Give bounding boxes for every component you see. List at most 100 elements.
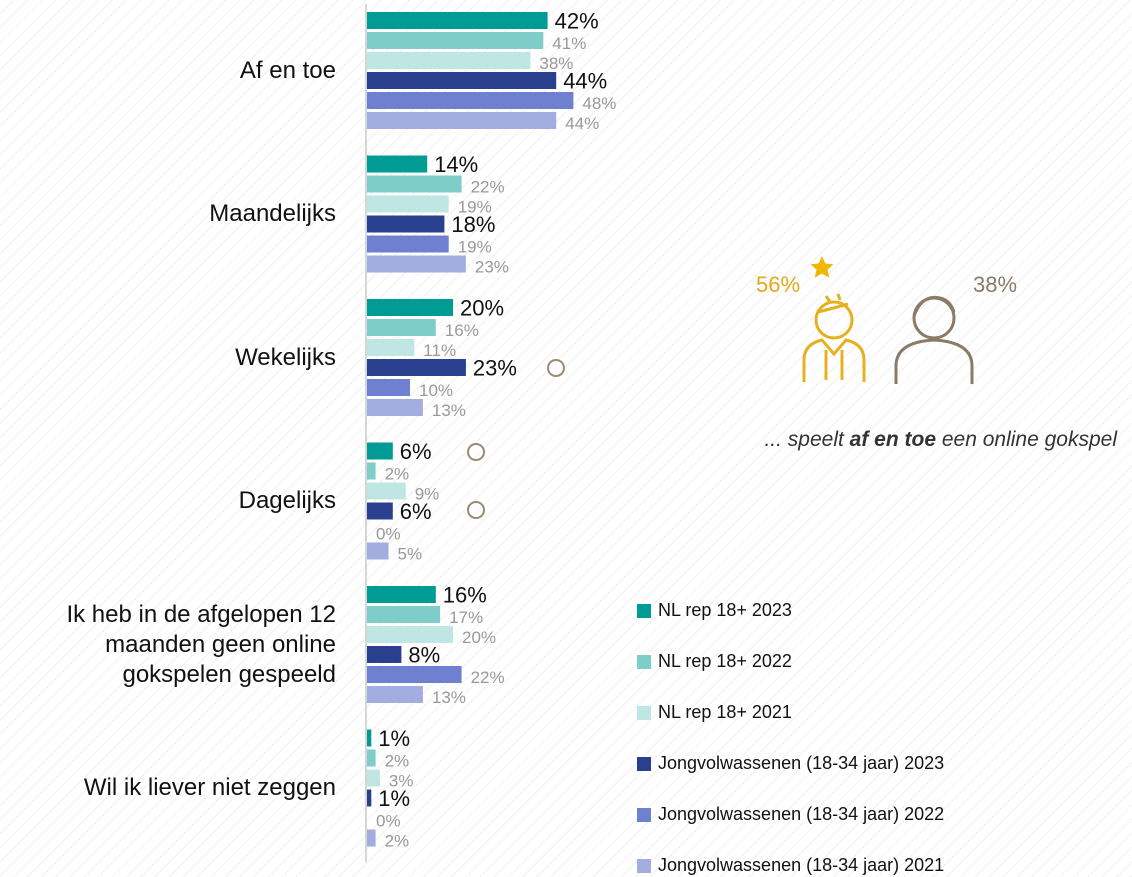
bar	[367, 729, 372, 747]
legend-label: Jongvolwassenen (18-34 jaar) 2023	[658, 753, 944, 773]
bar	[367, 686, 423, 703]
value-label: 2%	[385, 751, 410, 770]
star	[810, 256, 834, 278]
value-label: 0%	[376, 811, 401, 830]
male-icon	[894, 295, 974, 384]
category-label: Wil ik liever niet zeggen	[83, 774, 336, 801]
bar	[367, 32, 544, 49]
marker	[547, 359, 565, 377]
value-label: 20%	[462, 628, 496, 647]
value-label: 48%	[582, 94, 616, 113]
female-icon	[802, 293, 866, 382]
bar	[367, 542, 389, 560]
category-label: Af en toe	[239, 56, 336, 84]
value-label: 44%	[565, 114, 599, 133]
category-label: Wekelijks	[235, 343, 336, 371]
value-label: 20%	[460, 295, 504, 320]
value-label: 18%	[451, 212, 495, 237]
bar	[367, 235, 449, 253]
bar	[367, 319, 436, 336]
bar	[367, 72, 557, 89]
legend-label: Jongvolwassenen (18-34 jaar) 2022	[658, 804, 944, 824]
category-label: Maandelijks	[209, 200, 336, 227]
bar	[367, 255, 466, 273]
bar	[367, 379, 410, 396]
bar	[367, 789, 372, 807]
value-label: 22%	[471, 177, 505, 196]
marker	[467, 443, 485, 461]
value-label: 19%	[458, 237, 492, 256]
value-label: 17%	[449, 608, 483, 627]
legend-swatch	[637, 604, 651, 618]
legend-swatch	[637, 808, 651, 822]
value-label: 11%	[423, 341, 456, 360]
bar	[367, 666, 462, 683]
bar	[367, 586, 436, 603]
value-label: 16%	[445, 321, 479, 340]
bar	[367, 502, 393, 520]
value-label: 14%	[434, 152, 478, 177]
value-label: 6%	[400, 439, 432, 464]
bar	[367, 52, 531, 69]
value-label: 1%	[378, 726, 410, 751]
value-label: 10%	[419, 381, 453, 400]
bar	[367, 359, 466, 376]
bar	[367, 112, 557, 129]
bar	[367, 215, 445, 233]
caption: ... speelt af en toe een online gokspel	[764, 428, 1118, 451]
value-label: 38%	[539, 54, 573, 73]
value-label: 23%	[473, 355, 517, 380]
bar	[367, 12, 548, 29]
value-label: 1%	[378, 786, 410, 811]
bar	[367, 646, 402, 663]
legend-label: Jongvolwassenen (18-34 jaar) 2021	[658, 855, 944, 875]
value-label: 8%	[408, 642, 440, 667]
value-label: 16%	[443, 582, 487, 607]
marker	[467, 501, 485, 519]
value-label: 9%	[415, 484, 440, 503]
bar	[367, 769, 380, 787]
bar	[367, 92, 574, 109]
value-label: 5%	[398, 544, 423, 563]
value-label: 0%	[376, 524, 401, 543]
bar	[367, 299, 453, 316]
bar	[367, 606, 441, 623]
value-label: 6%	[400, 499, 432, 524]
female-label: 56%	[756, 272, 800, 297]
legend-swatch	[637, 859, 651, 873]
value-label: 42%	[555, 8, 599, 33]
caption-part: af en toe	[850, 428, 937, 451]
value-label: 2%	[385, 464, 410, 483]
legend-label: NL rep 18+ 2023	[658, 600, 792, 620]
bar	[367, 442, 393, 460]
legend-label: NL rep 18+ 2021	[658, 702, 792, 722]
bar	[367, 175, 462, 193]
bar	[367, 399, 423, 416]
legend-swatch	[637, 706, 651, 720]
male-label: 38%	[973, 272, 1017, 297]
category-label: Dagelijks	[238, 487, 336, 514]
bar	[367, 195, 449, 213]
bar	[367, 829, 376, 847]
value-label: 44%	[563, 68, 607, 93]
value-label: 3%	[389, 771, 414, 790]
value-label: 19%	[458, 197, 492, 216]
value-label: 2%	[385, 831, 410, 850]
value-label: 23%	[475, 257, 509, 276]
bar	[367, 462, 376, 480]
bar	[367, 482, 406, 500]
legend-swatch	[637, 655, 651, 669]
caption-part: ... speelt	[764, 428, 849, 451]
legend-label: NL rep 18+ 2022	[658, 651, 792, 671]
category-label: Ik heb in de afgelopen 12 maanden geen o…	[66, 600, 336, 688]
value-label: 13%	[432, 401, 466, 420]
bar	[367, 339, 415, 356]
legend-swatch	[637, 757, 651, 771]
value-label: 13%	[432, 688, 466, 707]
bar	[367, 626, 453, 643]
caption-part: een online gokspel	[936, 428, 1118, 451]
bar	[367, 155, 428, 173]
value-label: 22%	[471, 668, 505, 687]
